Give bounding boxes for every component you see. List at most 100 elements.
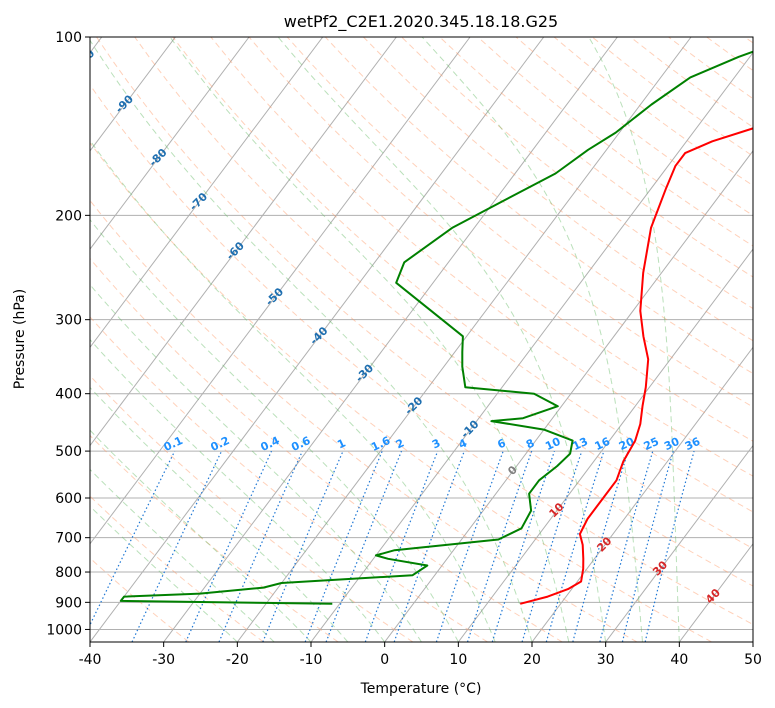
dry-adiabat-line	[668, 37, 753, 100]
moist-adiabat-line	[90, 139, 496, 642]
mixing-ratio-line	[262, 450, 344, 642]
mixing-ratio-line	[90, 450, 176, 627]
y-tick-label: 700	[55, 531, 82, 547]
y-tick-label: 600	[55, 491, 82, 507]
dry-adiabat-line	[477, 37, 753, 247]
mixing-ratio-label: 10	[543, 435, 563, 453]
x-tick-label: 10	[449, 652, 467, 668]
dry-adiabat-line	[286, 37, 753, 408]
mixing-ratio-line	[325, 450, 403, 642]
dry-adiabat-line	[439, 37, 753, 278]
x-tick-label: -10	[300, 652, 323, 668]
moist-adiabat-line	[90, 429, 312, 642]
mixing-ratio-line	[466, 450, 533, 642]
y-tick-label: 500	[55, 444, 82, 460]
isotherm-label: -100	[69, 47, 98, 76]
mixing-ratio-label: 30	[662, 435, 682, 453]
series-layer	[119, 50, 753, 605]
moist-adiabat-line	[90, 468, 275, 642]
y-tick-label: 400	[55, 387, 82, 403]
y-tick-label: 300	[55, 313, 82, 329]
mixing-ratio-label: 13	[571, 435, 590, 453]
isotherm-label: 40	[703, 586, 723, 606]
moist-adiabat-line	[90, 505, 238, 642]
isotherm-label: -60	[224, 239, 247, 262]
isotherm-line	[752, 641, 753, 642]
isotherm-label: -50	[263, 285, 286, 308]
moist-adiabat-line	[90, 283, 422, 642]
mixing-ratio-label: 25	[642, 435, 661, 453]
mixing-ratio-line	[521, 450, 583, 642]
isotherm-label: -20	[402, 394, 425, 417]
x-tick-label: -20	[226, 652, 249, 668]
isotherm-line	[90, 37, 250, 250]
mixing-ratio-line	[599, 450, 654, 642]
dry-adiabat-line	[90, 199, 638, 642]
isotherm-line	[90, 37, 176, 152]
dry-adiabat-line	[172, 37, 753, 513]
dry-adiabat-line	[553, 37, 753, 187]
mixing-ratio-line	[621, 450, 674, 642]
dry-adiabat-line	[90, 495, 264, 642]
isotherm-line	[605, 444, 753, 642]
moist-adiabat-line	[169, 37, 570, 642]
dry-adiabat-line	[90, 84, 753, 625]
dry-adiabat-line	[248, 37, 753, 442]
isotherm-label: -80	[146, 146, 169, 169]
isotherm-line	[163, 37, 618, 642]
mixing-ratio-label: 6	[495, 436, 508, 451]
y-axis-label: Pressure (hPa)	[12, 289, 28, 389]
dry-adiabat-line	[134, 37, 753, 550]
isotherm-line	[384, 150, 753, 642]
mixing-ratio-line	[218, 450, 303, 642]
dry-adiabat-line	[96, 37, 753, 587]
mixing-ratio-line	[491, 450, 555, 642]
dry-adiabat-line	[363, 37, 753, 342]
dry-adiabat-line	[90, 557, 190, 642]
dry-adiabat-line	[90, 375, 414, 642]
isotherm-label: -90	[113, 92, 136, 115]
moist-adiabat-line	[90, 338, 386, 642]
moist-adiabat-line	[421, 37, 643, 642]
mixing-ratio-line	[644, 450, 695, 642]
x-tick-label: 0	[380, 652, 389, 668]
isotherm-line	[678, 542, 753, 642]
isotherm-line	[90, 37, 397, 447]
dry-adiabat-line	[90, 257, 563, 642]
moist-adiabat-line	[90, 218, 459, 642]
mixing-ratio-label: 36	[683, 435, 703, 453]
background-lines	[90, 37, 753, 642]
reference-labels: 0.1 0.2 0.4 0.6 1 1.6 2 3 4 6 8 10 13 16 20 25 30 36-100-…	[69, 47, 723, 607]
mixing-ratio-label: 8	[524, 436, 536, 451]
dewpoint-line	[119, 50, 753, 605]
dry-adiabat-line	[401, 37, 753, 310]
moist-adiabat-line	[90, 386, 349, 642]
isotherm-line	[531, 346, 753, 642]
temperature-line	[519, 127, 753, 605]
mixing-ratio-label: 16	[593, 435, 613, 453]
mixing-ratio-line	[545, 450, 605, 642]
x-tick-label: -40	[79, 652, 102, 668]
moist-adiabat-line	[588, 37, 680, 642]
mixing-ratio-line	[185, 450, 273, 642]
isotherm-label: 30	[650, 558, 670, 578]
x-tick-label: 20	[523, 652, 541, 668]
isotherm-label: 10	[547, 500, 567, 520]
mixing-ratio-label: 1	[335, 436, 347, 451]
y-tick-label: 800	[55, 565, 82, 581]
y-tick-label: 900	[55, 595, 82, 611]
chart-title: wetPf2_C2E1.2020.345.18.18.G25	[284, 12, 558, 32]
mixing-ratio-line	[435, 450, 504, 642]
isotherm-line	[90, 37, 324, 349]
dry-adiabat-line	[90, 142, 712, 642]
y-tick-label: 1000	[46, 622, 82, 638]
isotherm-line	[310, 51, 753, 642]
x-tick-label: 30	[597, 652, 615, 668]
y-tick-label: 100	[55, 30, 82, 46]
mixing-ratio-label: 3	[430, 436, 442, 451]
plot-frame	[89, 36, 754, 643]
moist-adiabat-line	[90, 39, 533, 642]
x-tick-label: -30	[152, 652, 175, 668]
isotherm-line	[236, 37, 692, 642]
